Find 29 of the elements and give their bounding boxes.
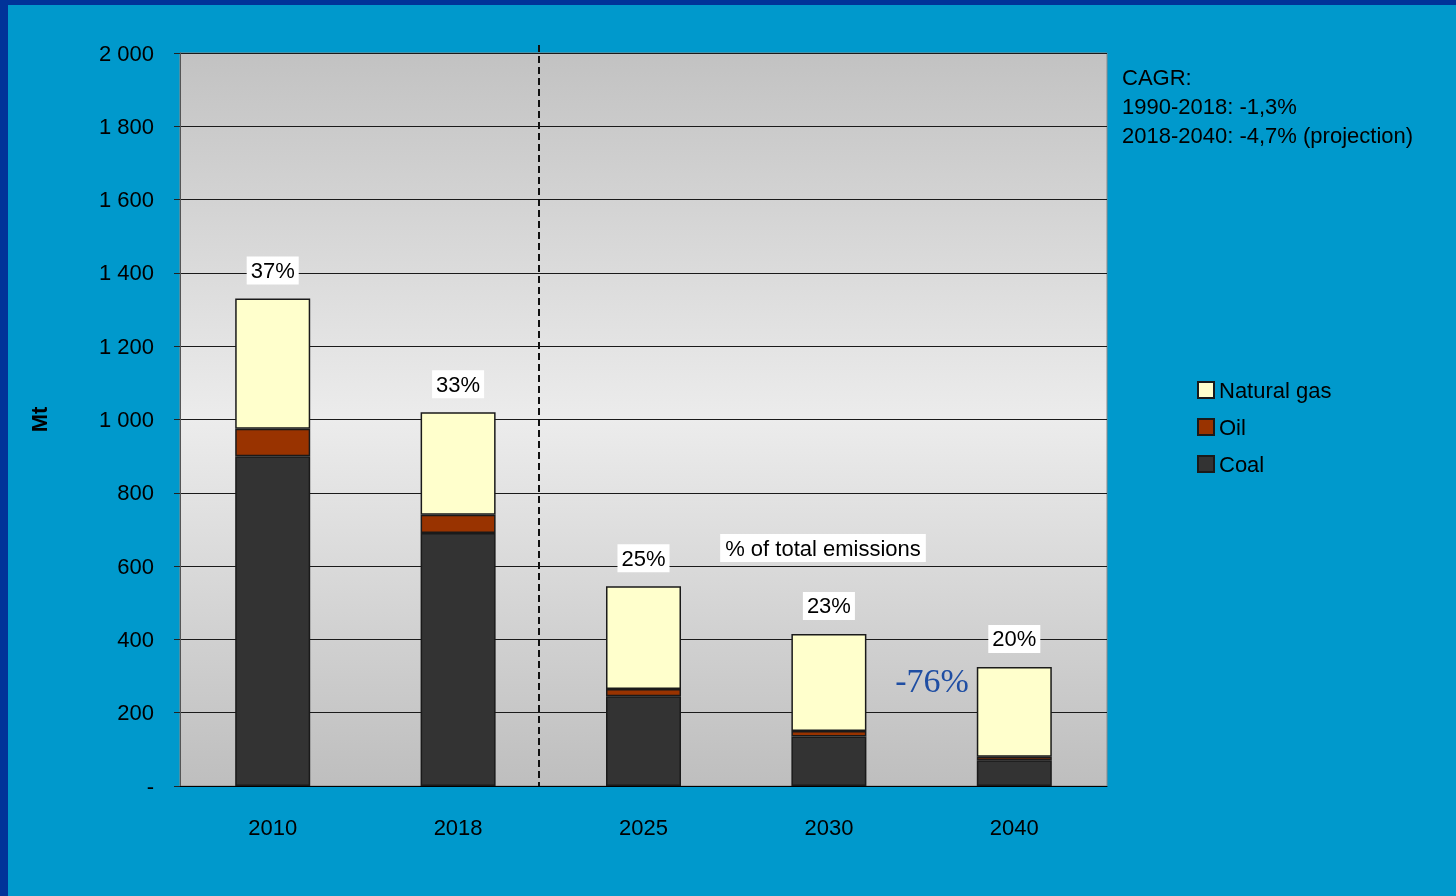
y-tick-label: -: [146, 773, 154, 799]
x-tick-label: 2018: [433, 814, 483, 840]
annotation: -76%: [895, 661, 969, 699]
x-tick-label: 2040: [989, 814, 1039, 840]
y-tick-label: 400: [117, 626, 154, 652]
y-tick-label: 1 600: [98, 187, 154, 213]
y-tick-label: 1 200: [98, 333, 154, 359]
legend-label: Coal: [1219, 451, 1265, 477]
legend-label: Natural gas: [1219, 377, 1332, 403]
annotation: 25%: [621, 545, 666, 571]
x-tick-label: 2025: [619, 814, 668, 840]
y-tick-label: 1 800: [98, 113, 154, 139]
legend-label: Oil: [1219, 414, 1246, 440]
y-tick-label: 600: [117, 553, 154, 579]
y-tick-label: 800: [117, 480, 154, 506]
y-tick-label: 2 000: [98, 40, 154, 66]
annotation: % of total emissions: [725, 535, 921, 561]
annotation: 20%: [992, 626, 1037, 652]
bar: [976, 760, 1052, 786]
annotation: 23%: [806, 593, 851, 619]
y-tick-label: 1 000: [98, 407, 154, 432]
x-tick-label: 2030: [804, 814, 854, 840]
y-tick-label: 1 400: [98, 260, 154, 286]
y-axis-title: Mt: [26, 406, 52, 433]
annotation: 37%: [250, 258, 295, 284]
annotation: 33%: [436, 371, 481, 397]
y-tick-label: 200: [117, 700, 154, 726]
text: CAGR: 1990-2018: -1,3% 2018-2040: -4,7% (projection): [1122, 65, 1414, 148]
x-tick-label: 2010: [248, 814, 298, 840]
